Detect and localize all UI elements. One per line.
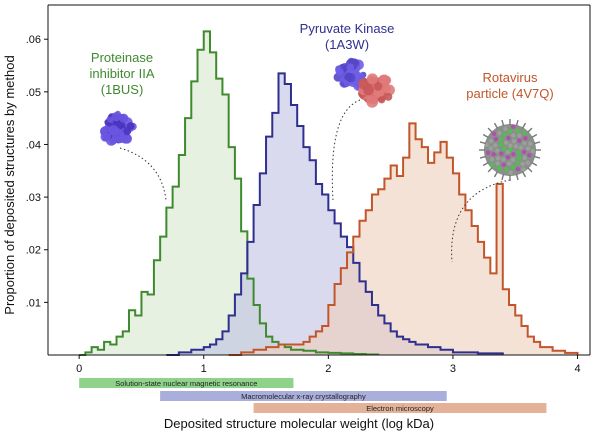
y-axis-title: Proportion of deposited structures by me… bbox=[2, 55, 17, 314]
protein-1a3w-icon-a bbox=[333, 57, 368, 91]
y-tick-label-.03: .03 bbox=[26, 192, 41, 204]
x-tick-label-2: 2 bbox=[325, 363, 331, 375]
y-tick-label-.02: .02 bbox=[26, 245, 41, 257]
method-band-1 bbox=[160, 391, 447, 401]
method-band-0 bbox=[79, 378, 294, 388]
method-band-label-2: Electron microscopy bbox=[366, 404, 434, 413]
annotation-label-nmr: Proteinase inhibitor IIA (1BUS) bbox=[89, 50, 154, 97]
x-axis-title: Deposited structure molecular weight (lo… bbox=[164, 416, 434, 431]
method-bands: Solution-state nuclear magnetic resonanc… bbox=[79, 378, 547, 413]
annotation-label-em: Rotavirus particle (4V7Q) bbox=[466, 70, 553, 101]
method-band-label-0: Solution-state nuclear magnetic resonanc… bbox=[115, 379, 257, 388]
plot-area bbox=[79, 30, 579, 356]
series-fill-em bbox=[228, 123, 578, 355]
protein-1bus-icon bbox=[100, 110, 137, 146]
method-band-2 bbox=[253, 403, 547, 413]
y-tick-label-.06: .06 bbox=[26, 34, 41, 46]
y-tick-label-.04: .04 bbox=[26, 139, 41, 151]
annotation-leader-nmr bbox=[119, 147, 167, 201]
annotation-leader-em bbox=[451, 179, 511, 263]
annotation-leader-xray bbox=[331, 99, 361, 201]
series-line-xray bbox=[166, 72, 504, 356]
y-tick-label-.01: .01 bbox=[26, 297, 41, 309]
series-line-em bbox=[228, 122, 579, 356]
protein-1a3w-icon-b bbox=[357, 73, 395, 108]
axes: 0 1 2 3 4 .01 .02 .03 .04 .05 .06 bbox=[26, 4, 591, 375]
y-tick-label-.05: .05 bbox=[26, 87, 41, 99]
annotations: Proteinase inhibitor IIA (1BUS) Pyruvate Ki… bbox=[89, 21, 554, 263]
method-band-label-1: Macromolecular x-ray crystallography bbox=[241, 392, 366, 401]
series-line-nmr bbox=[79, 30, 380, 356]
x-tick-label-3: 3 bbox=[450, 363, 456, 375]
x-tick-label-0: 0 bbox=[76, 363, 82, 375]
x-tick-label-4: 4 bbox=[574, 363, 580, 375]
virus-4v7q-icon bbox=[479, 119, 541, 181]
annotation-label-xray: Pyruvate Kinase (1A3W) bbox=[300, 21, 395, 52]
x-tick-label-1: 1 bbox=[201, 363, 207, 375]
